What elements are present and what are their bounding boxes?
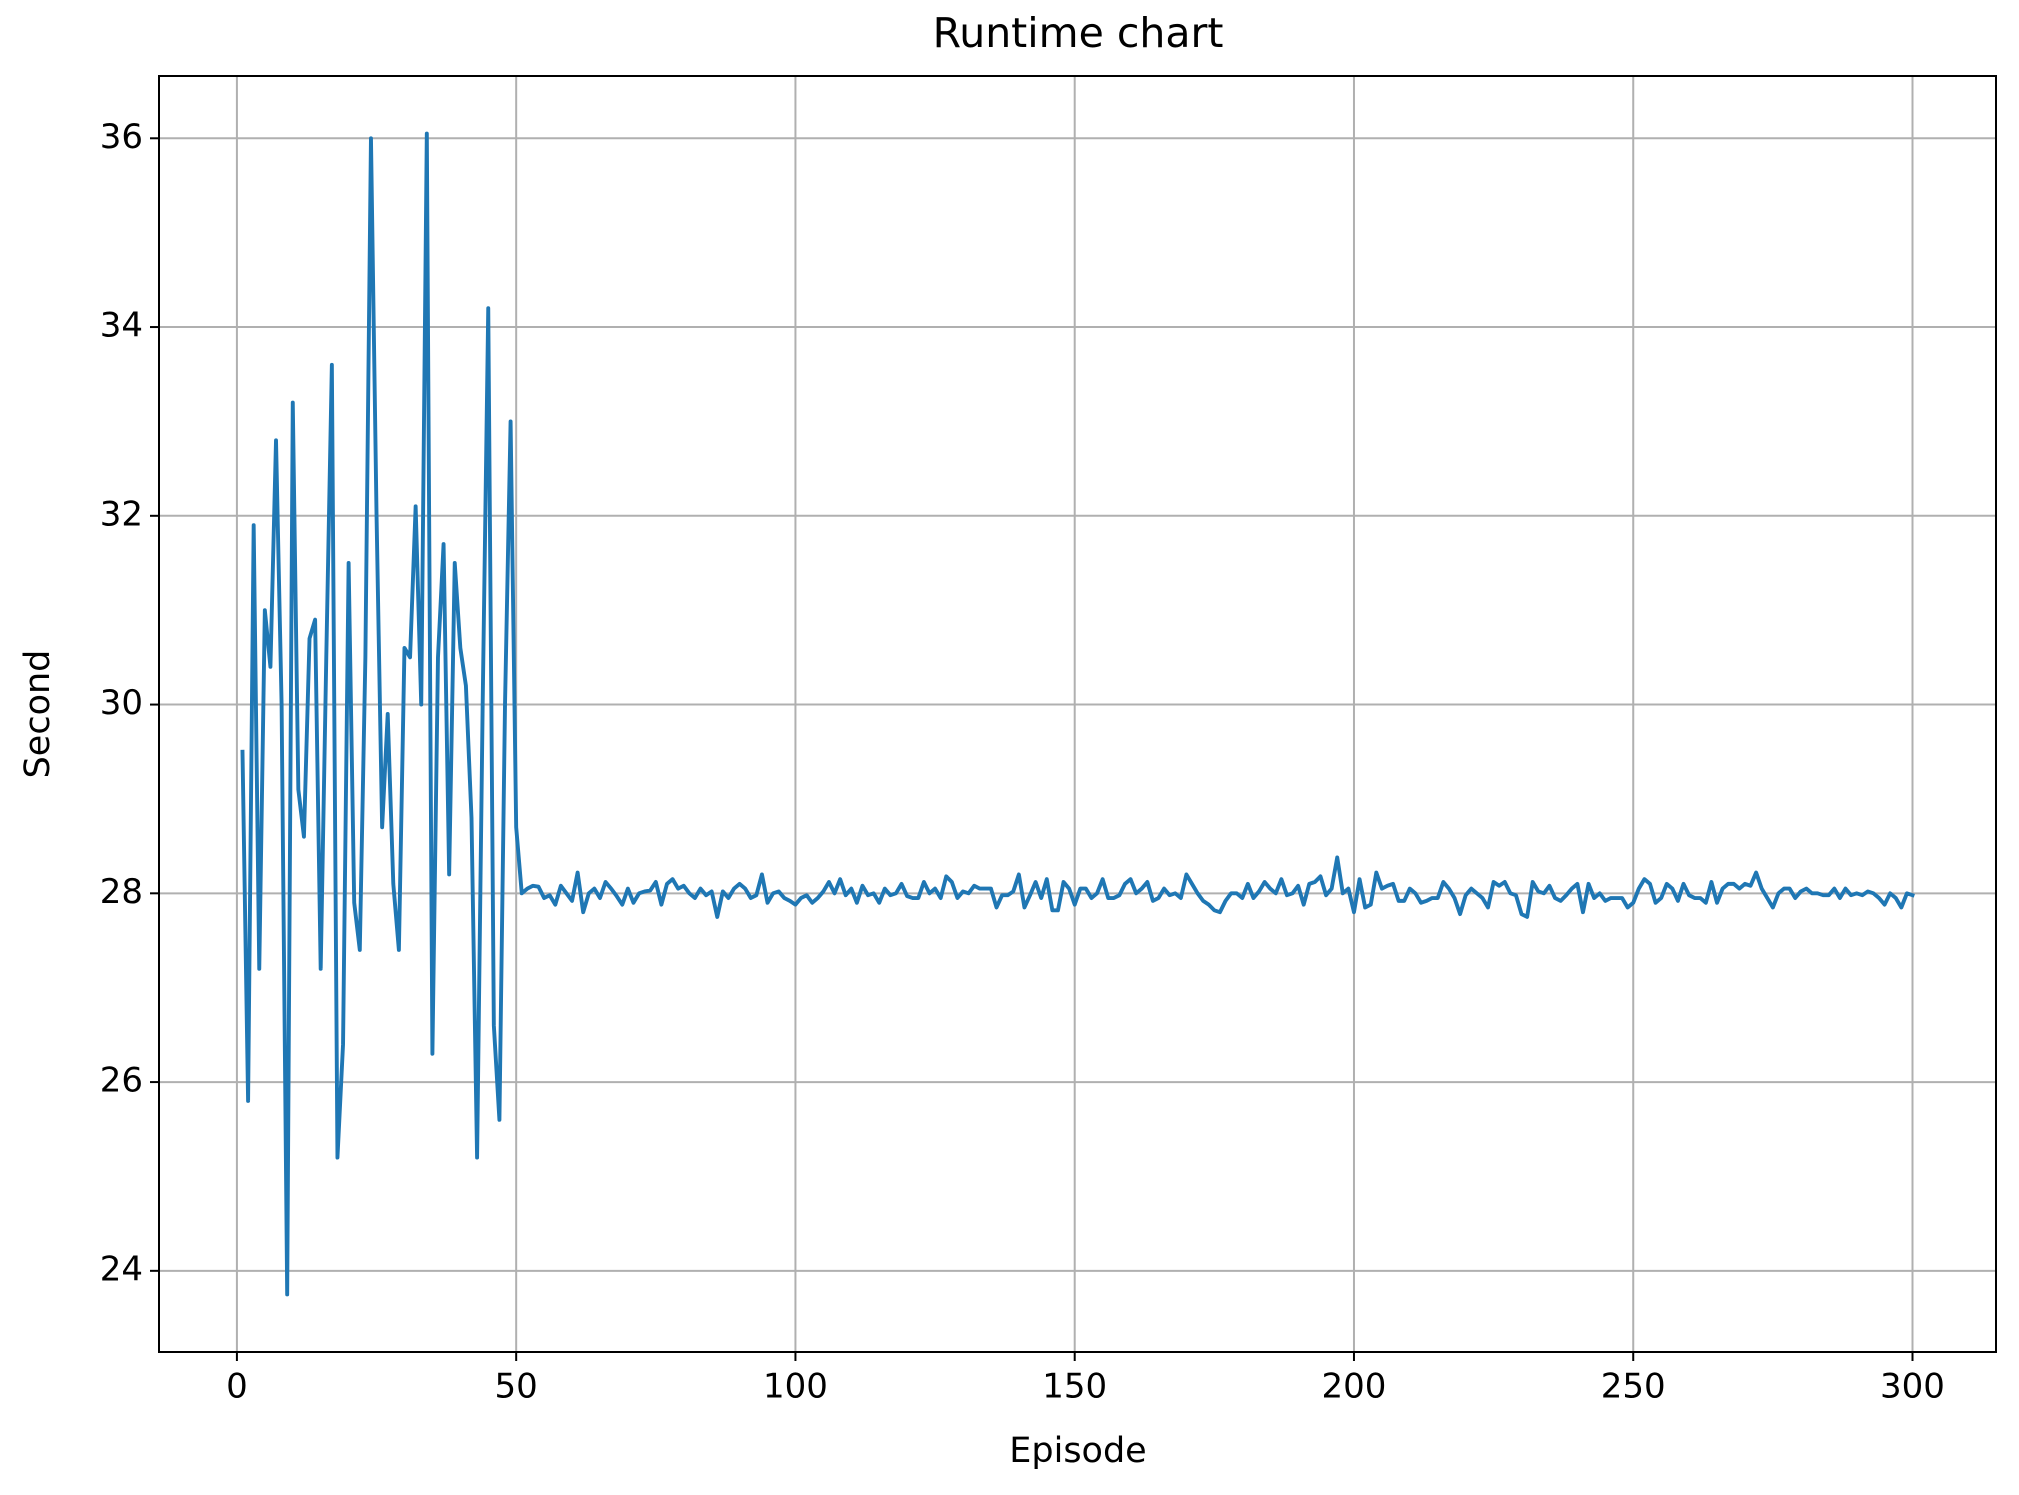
plot-frame (158, 75, 1997, 1353)
chart-title: Runtime chart (933, 9, 1224, 57)
y-tick-label: 28 (100, 872, 143, 912)
y-tick-label: 34 (100, 306, 143, 346)
y-tick-label: 24 (100, 1249, 143, 1289)
y-tick-label: 36 (100, 117, 143, 157)
y-tick-label: 26 (100, 1061, 143, 1101)
y-axis-label: Second (18, 650, 58, 779)
x-tick-label: 300 (1880, 1367, 1945, 1407)
x-tick-label: 0 (226, 1367, 248, 1407)
x-tick-label: 150 (1042, 1367, 1107, 1407)
x-tick-label: 250 (1601, 1367, 1666, 1407)
x-axis-label: Episode (1009, 1431, 1146, 1471)
y-tick-label: 30 (100, 683, 143, 723)
y-tick-label: 32 (100, 494, 143, 534)
x-tick-label: 100 (763, 1367, 828, 1407)
data-line (240, 131, 1915, 1297)
x-tick-label: 50 (495, 1367, 538, 1407)
x-tick-label: 200 (1322, 1367, 1387, 1407)
